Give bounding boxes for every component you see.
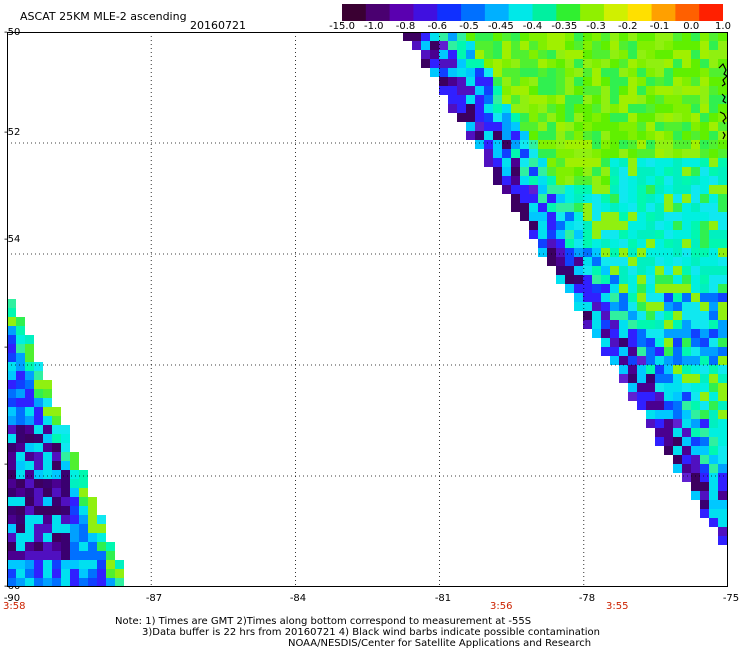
colorbar-swatch: [580, 4, 605, 21]
map-title: ASCAT 25KM MLE-2 ascending: [20, 10, 187, 23]
colorbar-label: -1.0: [363, 21, 384, 32]
x-label-90: -90: [3, 593, 21, 604]
plot-frame: [7, 32, 728, 587]
wind-cells: [7, 32, 728, 587]
colorbar: [342, 4, 724, 21]
footnote-line-2: 3)Data buffer is 22 hrs from 20160721 4)…: [142, 627, 600, 638]
colorbar-labels: -15.0 -1.0 -0.8 -0.6 -0.5 -0.45 -0.4 -0.35 -0.3-…: [329, 21, 735, 33]
map-date: 20160721: [190, 19, 246, 32]
coastline: [718, 62, 728, 140]
y-label-52: -52: [4, 127, 21, 138]
colorbar-swatch: [461, 4, 486, 21]
footnote-line-3: NOAA/NESDIS/Center for Satellite Applica…: [288, 638, 592, 649]
colorbar-label: -0.3: [586, 21, 606, 32]
colorbar-label: 1.0: [715, 21, 731, 32]
colorbar-swatch: [413, 4, 438, 21]
colorbar-swatch: [603, 4, 629, 21]
y-label-54: -54: [4, 234, 21, 245]
colorbar-label: -0.4: [522, 21, 543, 32]
colorbar-swatch: [389, 4, 415, 21]
x-label-78: -78: [578, 593, 596, 604]
colorbar-swatch: [675, 4, 700, 21]
x-label-81: -81: [434, 593, 452, 604]
colorbar-label: -0.45: [487, 21, 514, 32]
colorbar-swatch: [627, 4, 653, 21]
colorbar-swatch: [342, 4, 367, 21]
x-label-75: -75: [722, 593, 740, 604]
colorbar-swatch: [556, 4, 581, 21]
colorbar-swatch: [508, 4, 534, 21]
wind-field-map: [7, 32, 728, 587]
colorbar-swatch: [437, 4, 462, 21]
graticule: [7, 32, 728, 587]
footnote-line-1: Note: 1) Times are GMT 2)Times along bot…: [115, 616, 532, 627]
colorbar-label: -15.0: [329, 21, 355, 32]
colorbar-gradient: [342, 4, 724, 21]
colorbar-label: -0.5: [459, 21, 479, 32]
colorbar-swatch: [532, 4, 557, 21]
colorbar-label: 0.0: [683, 21, 700, 32]
colorbar-label: -0.35: [551, 21, 578, 32]
colorbar-swatch: [484, 4, 510, 21]
map-plot: [7, 32, 728, 587]
colorbar-label: -0.6: [427, 21, 448, 32]
colorbar-label: -0.1: [649, 21, 670, 32]
colorbar-label: -0.8: [395, 21, 416, 32]
colorbar-swatch: [365, 4, 391, 21]
x-label-87: -87: [145, 593, 163, 604]
time-label-middle: 3:56: [490, 601, 513, 612]
colorbar-swatch: [651, 4, 676, 21]
time-label-left: 3:58: [3, 601, 26, 612]
x-label-84: -84: [289, 593, 307, 604]
colorbar-swatch: [699, 4, 724, 21]
footnotes: Note: 1) Times are GMT 2)Times along bot…: [110, 616, 710, 649]
time-label-right: 3:55: [606, 601, 629, 612]
colorbar-label: -0.2: [617, 21, 638, 32]
